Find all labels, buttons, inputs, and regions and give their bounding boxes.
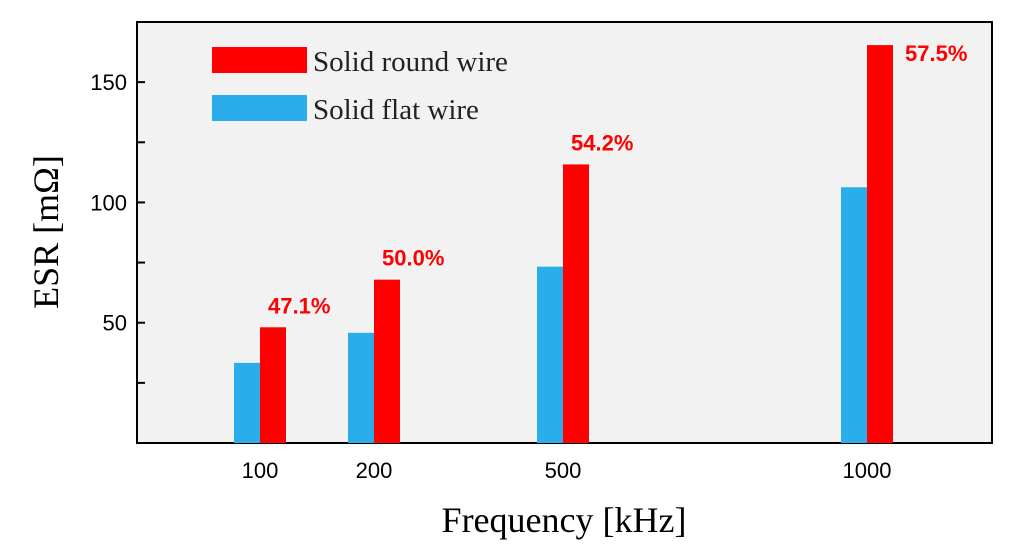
- x-tick-label: 100: [242, 458, 279, 483]
- legend-label: Solid flat wire: [313, 94, 479, 126]
- x-tick-label: 1000: [843, 458, 892, 483]
- bar-round-1000: [867, 45, 893, 444]
- bar-flat-500: [537, 266, 563, 443]
- percent-label: 47.1%: [268, 293, 330, 318]
- y-axis-title: ESR [mΩ]: [26, 155, 66, 309]
- bar-round-500: [563, 164, 589, 444]
- y-tick-label: 150: [90, 70, 127, 95]
- bar-round-200: [374, 279, 400, 443]
- bar-flat-100: [234, 362, 260, 443]
- bar-round-100: [260, 327, 286, 443]
- percent-label: 50.0%: [382, 246, 444, 271]
- x-axis-title: Frequency [kHz]: [442, 500, 687, 540]
- legend-label: Solid round wire: [313, 46, 508, 78]
- percent-label: 54.2%: [571, 130, 633, 155]
- legend-swatch: [212, 95, 307, 121]
- percent-label: 57.5%: [905, 41, 967, 66]
- bar-flat-1000: [841, 187, 867, 443]
- x-tick-label: 500: [545, 458, 582, 483]
- y-tick-label: 100: [90, 190, 127, 215]
- legend: Solid round wire Solid flat wire: [212, 46, 508, 126]
- legend-swatch: [212, 47, 307, 73]
- y-tick-label: 50: [103, 311, 127, 336]
- x-tick-label: 200: [356, 458, 393, 483]
- bar-flat-200: [348, 332, 374, 443]
